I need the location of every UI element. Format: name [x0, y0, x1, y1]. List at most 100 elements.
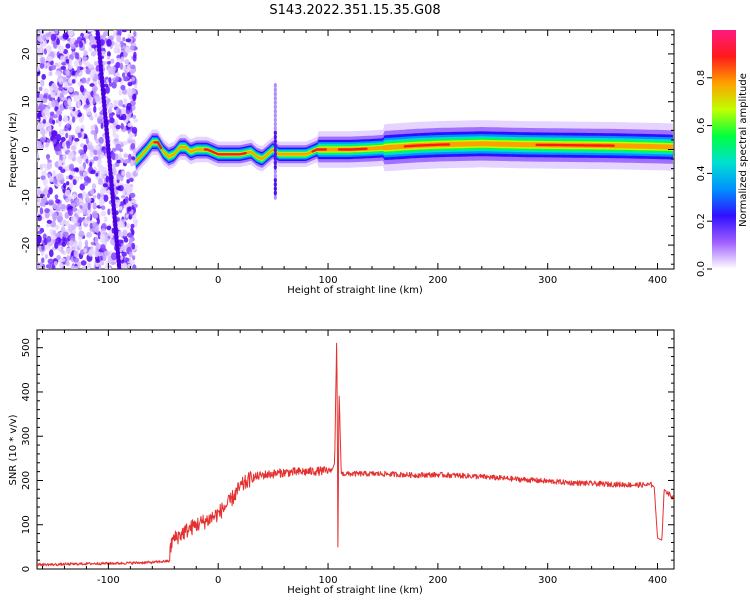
spectrogram-noise-cell [87, 143, 92, 150]
spectrogram-noise-cell [37, 261, 40, 269]
spectrogram-noise-cell [114, 182, 119, 187]
spectrogram-noise-cell [65, 132, 69, 139]
spectrogram-noise-cell [94, 95, 101, 102]
spectrogram-noise-cell [109, 239, 115, 245]
spectrogram-noise-cell [84, 239, 89, 248]
spectrogram-spike-cell [273, 168, 277, 175]
spectrogram-noise-cell [37, 91, 40, 97]
spectrogram-noise-cell [51, 99, 56, 108]
spectrogram-noise-cell [117, 43, 121, 48]
spectrogram-noise-cell [68, 174, 73, 180]
spectrogram-noise-cell [133, 84, 138, 89]
spectrogram-noise-cell [121, 170, 125, 176]
spectrogram-noise-cell [48, 199, 54, 206]
spectrogram-noise-cell [67, 155, 72, 160]
spectrogram-noise-cell [73, 250, 79, 258]
spectrogram-noise-cell [68, 78, 73, 84]
spectrogram-noise-cell [112, 132, 117, 138]
spectrogram-noise-cell [121, 245, 126, 253]
spectrogram-noise-cell [86, 111, 92, 116]
colorbar-gradient [712, 30, 736, 269]
spectrogram-noise-cell [93, 132, 98, 141]
spectrogram-noise-cell [116, 34, 122, 43]
spectrogram-noise-cell [67, 205, 74, 211]
spectrogram-noise-cell [126, 257, 130, 262]
spectrogram-noise-cell [81, 56, 88, 62]
spectrogram-noise-cell [62, 141, 66, 148]
spectrogram-noise-cell [118, 205, 123, 211]
spectrogram-noise-cell [78, 149, 85, 155]
spectrogram-noise-cell [52, 119, 56, 125]
spectrogram-noise-cell [120, 194, 126, 199]
spectrogram-noise-cell [113, 46, 120, 54]
spectrogram-noise-cell [63, 81, 69, 89]
spectrogram-noise-cell [105, 98, 110, 106]
spectrogram-noise-cell [71, 224, 77, 230]
spectrogram-noise-cell [57, 159, 62, 166]
spectrogram-noise-cell [62, 182, 67, 189]
spectrogram-noise-cell [80, 260, 87, 266]
spectrogram-noise-cell [122, 262, 127, 269]
spectrogram-noise-cell [90, 130, 97, 135]
spectrogram-noise-cell [59, 258, 66, 262]
spectrogram-noise-cell [91, 44, 98, 49]
spectrogram-noise-cell [125, 38, 132, 43]
spectrogram-noise-cell [68, 87, 74, 93]
spectrogram-ridge-peak [403, 143, 451, 148]
spectrogram-noise-cell [99, 255, 104, 261]
snr-y-tick-label: 300 [21, 427, 32, 446]
spectrogram-noise-cell [72, 216, 78, 224]
spectrogram-noise-cell [85, 91, 91, 96]
spectrogram-noise-cell [85, 158, 89, 164]
spectrogram-noise-cell [55, 237, 62, 245]
spectrogram-noise-cell [39, 137, 46, 143]
spectrogram-noise-cell [53, 40, 58, 49]
snr-x-tick-label: -100 [97, 575, 120, 586]
spectrogram-noise-cell [118, 99, 123, 107]
spectrogram-noise-cell [37, 43, 40, 49]
spectrogram-noise-cell [126, 232, 133, 238]
spectrogram-noise-cell [56, 143, 62, 152]
spectrogram-noise-cell [60, 96, 67, 101]
spectrogram-noise-cell [121, 30, 128, 33]
spectrogram-noise-cell [44, 253, 49, 260]
spectrogram-noise-cell [52, 229, 57, 236]
spectrogram-noise-cell [77, 132, 82, 139]
colorbar-label: Normalized spectral amplitude [738, 73, 749, 227]
spectrogram-noise-cell [79, 165, 84, 172]
spectrogram-noise-cell [52, 169, 56, 176]
spectrogram-noise-cell [40, 79, 45, 87]
spectrogram-noise-cell [40, 127, 46, 136]
spectrogram-noise-cell [48, 71, 53, 77]
snr-x-axis-label: Height of straight line (km) [287, 585, 423, 596]
spectrogram-noise-cell [103, 250, 110, 257]
spectrogram-noise-cell [70, 43, 76, 50]
spectrogram-spike-cell [273, 82, 277, 89]
spectrogram-noise-cell [93, 249, 100, 258]
spectrogram-noise-cell [125, 171, 131, 179]
spectrogram-noise-cell [67, 30, 74, 37]
spectrogram-noise-cell [69, 239, 74, 246]
spectrogram-noise-cell [93, 213, 98, 219]
spectrogram-noise-cell [90, 51, 97, 57]
spectrogram-noise-cell [40, 56, 46, 64]
spectrogram-noise-cell [104, 264, 109, 269]
spectrogram-noise-cell [100, 210, 107, 217]
spectrogram-noise-cell [55, 232, 61, 238]
spectrogram-noise-cell [94, 236, 99, 244]
spectrogram-noise-cell [110, 58, 115, 64]
spectrogram-noise-cell [37, 112, 43, 118]
spectrogram-noise-cell [105, 85, 110, 94]
spectrogram-noise-cell [132, 54, 137, 62]
spectrogram-noise-cell [99, 188, 105, 196]
spectrogram-noise-cell [58, 86, 64, 91]
spectrogram-noise-cell [45, 223, 51, 228]
snr-axes: -100 0 100 200 300 400 0 100 200 300 400 500 [21, 329, 674, 586]
spectrogram-noise-cell [123, 51, 128, 58]
spectrogram-noise-cell [71, 70, 76, 76]
spectrogram-noise-cell [133, 159, 137, 166]
spectrogram-noise-cell [130, 143, 136, 150]
snr-panel: -100 0 100 200 300 400 0 100 200 300 400 500 Height… [8, 329, 675, 596]
spectrogram-noise-cell [45, 108, 50, 116]
spectrogram-noise-cell [131, 204, 135, 211]
